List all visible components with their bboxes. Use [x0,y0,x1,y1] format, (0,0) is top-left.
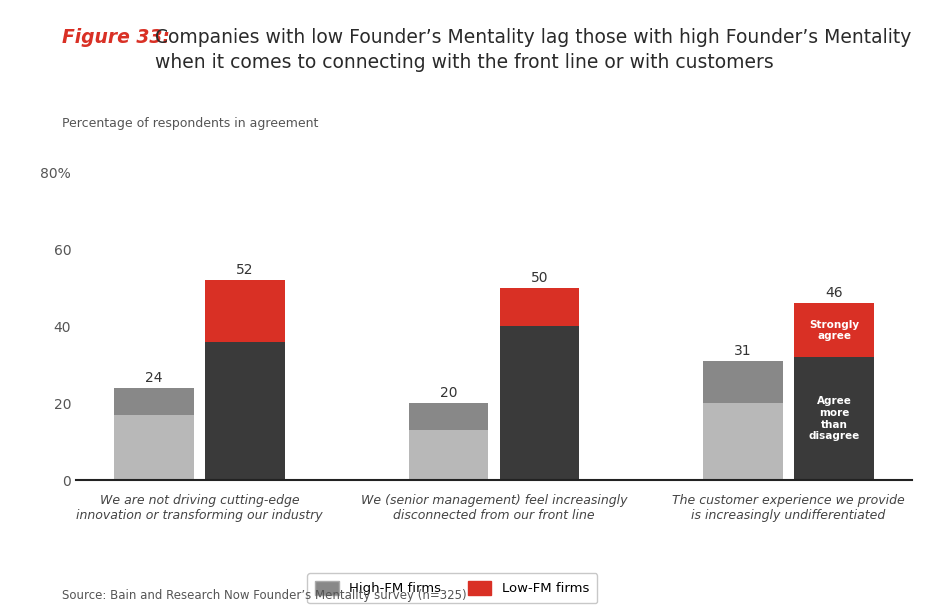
Text: 46: 46 [826,286,843,300]
Bar [114,388,194,415]
Legend: High-FM firms, Low-FM firms: High-FM firms, Low-FM firms [307,573,598,603]
Text: 24: 24 [145,371,162,385]
Bar [794,303,874,357]
Text: Companies with low Founder’s Mentality lag those with high Founder’s Mentality
w: Companies with low Founder’s Mentality l… [155,28,911,73]
Bar [205,342,285,480]
Text: 20: 20 [440,386,457,400]
Text: 31: 31 [734,344,751,358]
Bar [500,326,580,480]
Bar [114,415,194,480]
Bar [703,361,783,403]
Text: 52: 52 [237,263,254,277]
Bar [408,431,488,480]
Bar [794,357,874,480]
Text: Strongly
agree: Strongly agree [809,320,860,341]
Text: Figure 33:: Figure 33: [62,28,176,47]
Bar [703,403,783,480]
Text: Agree
more
than
disagree: Agree more than disagree [808,397,860,441]
Bar [205,280,285,342]
Bar [500,288,580,326]
Text: Source: Bain and Research Now Founder’s Mentality survey (n=325): Source: Bain and Research Now Founder’s … [62,590,466,602]
Text: Percentage of respondents in agreement: Percentage of respondents in agreement [62,117,318,130]
Text: 50: 50 [531,271,548,285]
Bar [408,403,488,431]
